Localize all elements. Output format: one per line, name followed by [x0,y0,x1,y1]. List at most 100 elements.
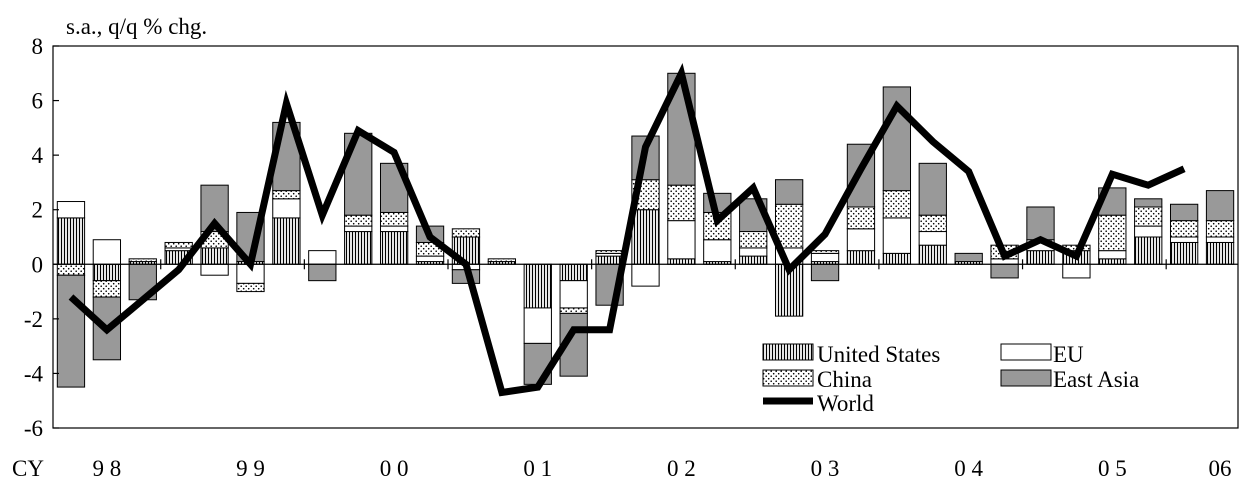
bar-china-8 [344,214,373,227]
bar-china-9 [379,211,409,227]
bar-china-14 [559,307,588,314]
bar-united-states-24 [918,244,947,265]
bar-china-5 [236,282,265,293]
bar-united-states-29 [1098,258,1127,265]
x-year-label: 0 5 [1098,456,1127,481]
world-line-layer [68,63,1186,397]
x-year-label: 0 1 [523,456,552,481]
bar-eu-1 [92,239,122,265]
bar-china-29 [1098,214,1127,252]
bar-china-24 [918,214,947,233]
bar-china-11 [451,228,481,238]
bar-united-states-23 [882,252,912,265]
bar-united-states-1 [92,263,122,282]
bar-china-23 [882,190,912,219]
bar-eu-22 [846,228,876,252]
x-year-label: 06 [1209,456,1232,481]
series-world-line [68,63,1186,397]
legend-swatch-eu [1000,343,1052,361]
bar-china-1 [92,280,122,298]
bar-china-32 [1205,220,1235,238]
bar-east-asia-30 [1134,198,1163,208]
bar-eu-10 [415,255,445,263]
legend-swatch-china [762,369,814,387]
x-year-label: 9 9 [236,456,265,481]
y-tick-label: -2 [24,307,43,332]
legend-swatch-east-asia [1000,369,1052,387]
bar-east-asia-27 [1026,206,1055,241]
bar-eu-7 [308,250,337,265]
bar-united-states-4 [200,247,229,265]
y-tick-label: 2 [32,198,44,223]
bar-eu-23 [882,217,912,254]
bar-china-31 [1169,220,1199,238]
y-tick-label: 8 [32,34,44,59]
bar-eu-6 [272,198,301,219]
bar-eu-19 [739,247,768,257]
bar-eu-31 [1169,236,1199,243]
bar-east-asia-26 [990,263,1019,279]
bar-east-asia-14 [559,312,588,377]
bar-china-12 [487,258,517,263]
legend-swatch-united-states [762,343,814,361]
bar-china-2 [128,258,157,263]
bar-united-states-0 [56,217,86,265]
bar-united-states-32 [1205,241,1235,265]
legend-label-united-states: United States [817,342,940,367]
legend-label-eu: EU [1053,342,1084,367]
y-tick-label: -6 [24,416,43,441]
bar-east-asia-20 [774,179,804,205]
bar-east-asia-25 [954,252,983,263]
bar-layer [56,72,1235,388]
bar-eu-29 [1098,250,1127,260]
bar-china-0 [56,263,86,276]
bar-eu-30 [1134,225,1163,238]
legend: United States EU China East Asia World [762,342,1139,416]
bar-east-asia-7 [308,263,337,282]
bar-eu-21 [810,252,840,263]
bar-eu-14 [559,280,588,309]
bar-china-6 [272,190,301,200]
bar-eu-24 [918,231,947,246]
bar-united-states-6 [272,217,301,265]
x-axis-prefix: CY [12,456,44,481]
bar-eu-17 [667,220,696,260]
x-year-label: 0 3 [811,456,840,481]
bar-east-asia-24 [918,162,947,216]
bar-china-19 [739,231,768,249]
bar-united-states-30 [1134,236,1163,265]
bar-united-states-22 [846,250,876,265]
x-year-label: 0 2 [667,456,696,481]
x-year-label: 0 4 [954,456,983,481]
bar-china-21 [810,250,840,254]
unit-label: s.a., q/q % chg. [66,14,208,39]
bar-united-states-8 [344,231,373,265]
bar-eu-8 [344,225,373,233]
bar-eu-16 [631,263,660,287]
bar-united-states-13 [523,263,552,309]
bar-china-30 [1134,206,1163,227]
bar-east-asia-8 [344,132,373,216]
bar-east-asia-31 [1169,203,1199,222]
plot-frame [52,45,1239,429]
y-tick-label: 4 [32,143,44,168]
bar-united-states-19 [739,255,768,265]
bar-china-22 [846,206,876,230]
bar-eu-32 [1205,236,1235,243]
legend-label-world: World [817,391,874,416]
x-year-label: 9 8 [92,456,121,481]
y-tick-label: 0 [32,252,44,277]
bar-eu-4 [200,263,229,276]
bar-china-3 [164,241,193,249]
bar-united-states-16 [631,209,660,265]
bar-eu-0 [56,201,86,219]
legend-label-east-asia: East Asia [1053,367,1139,392]
x-year-label: 0 0 [380,456,409,481]
bar-east-asia-32 [1205,190,1235,222]
y-tick-label: 6 [32,89,44,114]
bar-eu-13 [523,307,552,344]
bar-eu-18 [703,239,732,263]
bar-united-states-17 [667,258,696,265]
axes: -6 -4 -2 0 2 4 6 8 CY 9 8 9 9 0 0 0 1 0 2 0 3 0 4 0 5 06 [12,34,1239,481]
